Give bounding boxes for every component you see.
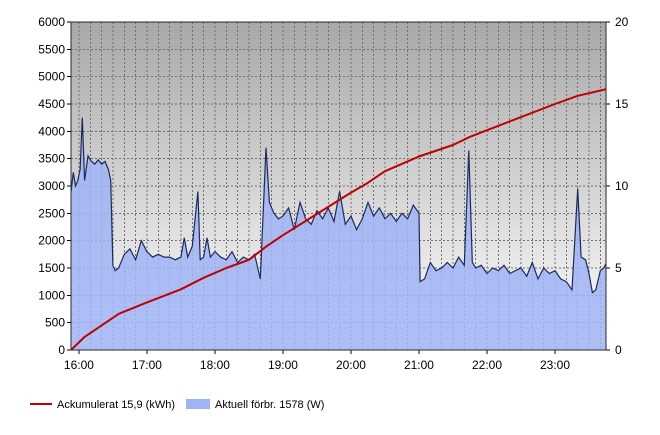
y-left-tick-label: 1000 — [38, 288, 65, 302]
x-tick-label: 17:00 — [132, 358, 162, 372]
y-left-tick-label: 2000 — [38, 234, 65, 248]
y-left-tick-label: 4000 — [38, 124, 65, 138]
y-left-tick-label: 3500 — [38, 152, 65, 166]
area-series-fill — [71, 117, 606, 350]
legend-label-current: Aktuell förbr. 1578 (W) — [215, 399, 324, 411]
y-left-tick-label: 4500 — [38, 97, 65, 111]
y-right-tick-label: 0 — [615, 343, 622, 357]
y-left-tick-label: 5500 — [38, 42, 65, 56]
y-right-tick-label: 5 — [615, 261, 622, 275]
plot-frame — [70, 21, 607, 351]
area-series-edge — [71, 117, 606, 294]
x-tick-label: 16:00 — [64, 358, 94, 372]
y-right-tick-label: 15 — [615, 97, 629, 111]
y-left-tick-label: 3000 — [38, 179, 65, 193]
x-tick-label: 23:00 — [540, 358, 570, 372]
y-right-tick-label: 10 — [615, 179, 629, 193]
line-series-accumulated — [71, 88, 606, 350]
x-tick-label: 21:00 — [404, 358, 434, 372]
x-tick-label: 20:00 — [336, 358, 366, 372]
legend-area-swatch — [186, 399, 210, 409]
legend-label-accumulated: Ackumulerat 15,9 (kWh) — [57, 399, 175, 411]
y-left-tick-label: 0 — [58, 343, 65, 357]
x-tick-label: 19:00 — [268, 358, 298, 372]
y-left-tick-label: 5000 — [38, 70, 65, 84]
y-left-tick-label: 6000 — [38, 15, 65, 29]
x-tick-label: 18:00 — [200, 358, 230, 372]
y-left-tick-label: 1500 — [38, 261, 65, 275]
y-left-tick-label: 500 — [45, 316, 65, 330]
x-tick-label: 22:00 — [472, 358, 502, 372]
y-right-tick-label: 20 — [615, 15, 629, 29]
y-left-tick-label: 2500 — [38, 206, 65, 220]
